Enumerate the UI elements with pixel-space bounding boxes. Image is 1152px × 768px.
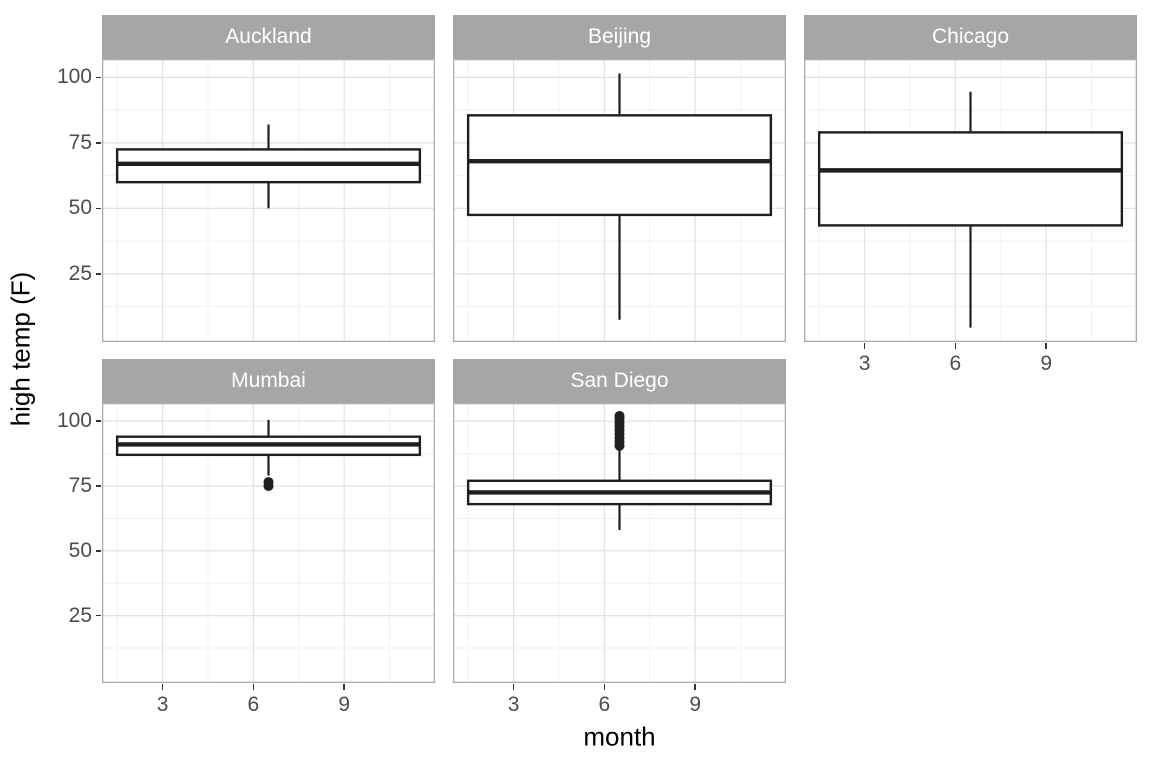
facet-strip: Auckland — [102, 15, 435, 59]
y-tick-mark — [95, 142, 101, 144]
facet-strip: San Diego — [453, 359, 786, 403]
y-tick-mark — [95, 614, 101, 617]
x-tick-mark — [343, 684, 345, 690]
panel-border — [453, 59, 786, 342]
y-tick-mark — [95, 485, 101, 487]
y-tick-label: 50 — [68, 196, 92, 220]
x-tick-mark — [603, 684, 606, 690]
y-tick-mark — [95, 420, 101, 422]
x-tick-label: 6 — [949, 352, 962, 375]
x-tick-mark — [694, 684, 696, 690]
y-tick-label: 75 — [68, 473, 92, 497]
y-tick-mark — [95, 76, 101, 79]
facet-strip: Mumbai — [102, 359, 435, 403]
facet-panel-mumbai — [102, 403, 435, 683]
boxplot-outlier-point — [263, 477, 274, 488]
y-tick-mark — [95, 273, 101, 275]
boxplot-box — [817, 131, 1124, 227]
y-tick-label: 25 — [68, 261, 92, 285]
facet-strip: Beijing — [453, 15, 786, 59]
y-tick-mark — [95, 207, 101, 210]
y-tick-label: 50 — [68, 538, 92, 562]
x-tick-mark — [954, 343, 957, 349]
x-tick-mark — [863, 343, 866, 349]
facet-strip: Chicago — [804, 15, 1137, 59]
x-tick-label: 6 — [247, 693, 260, 716]
x-tick-label: 6 — [598, 693, 611, 716]
panel-border — [102, 59, 435, 342]
x-tick-mark — [252, 684, 255, 690]
x-tick-mark — [512, 684, 515, 690]
x-tick-label: 9 — [689, 693, 702, 716]
y-tick-label: 75 — [68, 130, 92, 154]
y-tick-label: 100 — [56, 65, 92, 89]
boxplot-outlier-point — [614, 410, 625, 421]
x-axis-title: month — [583, 721, 656, 752]
x-tick-mark — [161, 684, 164, 690]
facet-panel-beijing — [453, 59, 786, 342]
x-tick-label: 3 — [858, 352, 871, 375]
x-tick-mark — [1045, 343, 1047, 349]
x-tick-label: 9 — [338, 693, 351, 716]
x-tick-label: 9 — [1040, 352, 1053, 375]
panel-border — [804, 59, 1137, 342]
facet-panel-san-diego — [453, 403, 786, 683]
facet-panel-chicago — [804, 59, 1137, 342]
x-tick-label: 3 — [156, 693, 169, 716]
y-tick-mark — [95, 550, 101, 552]
y-tick-label: 100 — [56, 409, 92, 433]
y-tick-label: 25 — [68, 603, 92, 627]
panel-border — [453, 403, 786, 683]
panel-border — [102, 403, 435, 683]
facet-panel-auckland — [102, 59, 435, 342]
y-axis-title: high temp (F) — [5, 271, 36, 427]
x-tick-label: 3 — [507, 693, 520, 716]
boxplot-box — [466, 114, 773, 217]
